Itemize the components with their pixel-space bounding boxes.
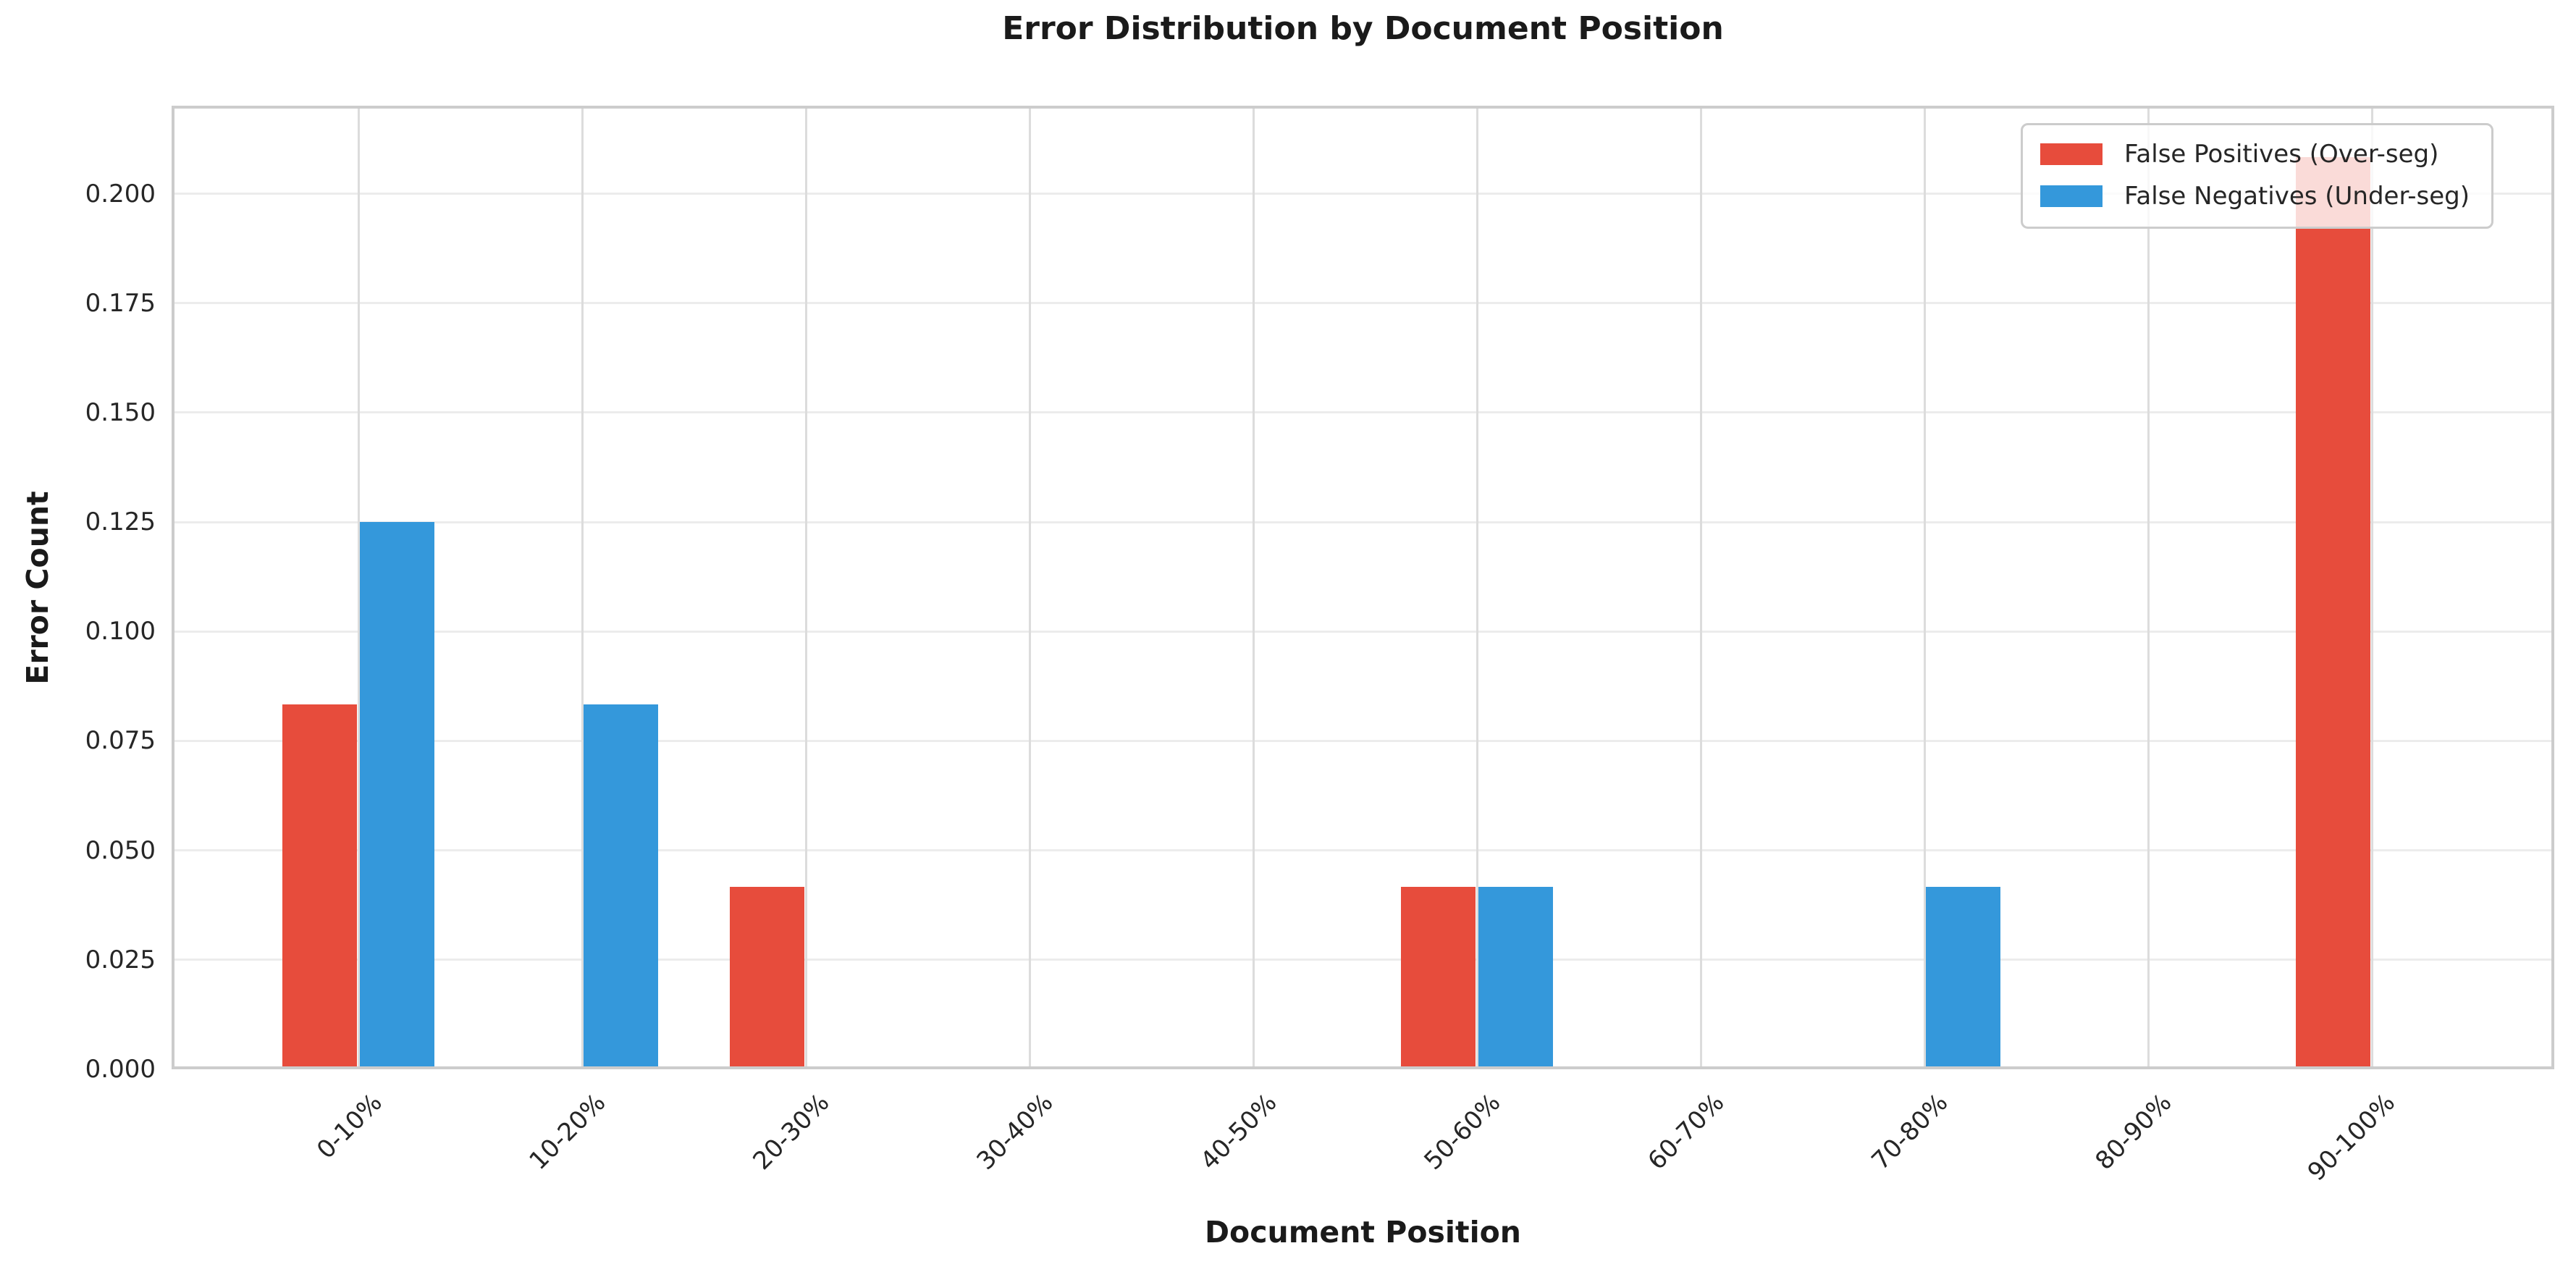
bar-false-positives-50-60 — [1401, 886, 1476, 1069]
y-tick-label: 0.000 — [85, 1055, 156, 1084]
legend-row: False Positives (Over-seg) — [2040, 140, 2470, 169]
y-tick-label: 0.100 — [85, 617, 156, 646]
v-gridline — [2147, 106, 2150, 1069]
h-gridline — [172, 193, 2554, 195]
x-tick-label: 80-90% — [2089, 1088, 2178, 1176]
x-tick-label: 40-50% — [1195, 1088, 1283, 1176]
x-tick-label: 90-100% — [2302, 1088, 2402, 1187]
v-gridline — [581, 106, 584, 1069]
h-gridline — [172, 630, 2554, 633]
v-gridline — [1699, 106, 1702, 1069]
chart-title: Error Distribution by Document Position — [1002, 10, 1724, 47]
legend-row: False Negatives (Under-seg) — [2040, 182, 2470, 211]
v-gridline — [2370, 106, 2373, 1069]
v-gridline — [804, 106, 807, 1069]
y-tick-label: 0.050 — [85, 835, 156, 865]
bar-false-negatives-70-80 — [1926, 886, 2001, 1069]
bar-false-negatives-50-60 — [1478, 886, 1554, 1069]
x-axis-label: Document Position — [1205, 1215, 1521, 1250]
x-tick-label: 70-80% — [1866, 1088, 1954, 1176]
v-gridline — [357, 106, 360, 1069]
bar-false-positives-90-100 — [2296, 157, 2371, 1069]
h-gridline — [172, 849, 2554, 852]
h-gridline — [172, 521, 2554, 523]
h-gridline — [172, 411, 2554, 414]
h-gridline — [172, 302, 2554, 305]
legend-label-false-negatives: False Negatives (Under-seg) — [2124, 182, 2470, 211]
y-tick-label: 0.200 — [85, 179, 156, 209]
legend: False Positives (Over-seg) False Negativ… — [2021, 123, 2494, 229]
h-gridline — [172, 959, 2554, 961]
v-gridline — [1028, 106, 1031, 1069]
y-tick-label: 0.175 — [85, 288, 156, 318]
v-gridline — [1476, 106, 1478, 1069]
bar-false-positives-20-30 — [730, 886, 805, 1069]
y-axis-label: Error Count — [20, 491, 55, 685]
v-gridline — [1923, 106, 1926, 1069]
legend-swatch-false-positives — [2040, 143, 2103, 165]
bar-false-negatives-0-10 — [360, 522, 435, 1069]
x-tick-label: 0-10% — [311, 1088, 388, 1165]
y-tick-label: 0.025 — [85, 945, 156, 974]
plot-area — [172, 106, 2554, 1069]
x-tick-label: 50-60% — [1418, 1088, 1507, 1176]
v-gridline — [1252, 106, 1255, 1069]
x-tick-label: 10-20% — [523, 1088, 612, 1176]
bar-false-positives-0-10 — [282, 704, 358, 1069]
y-tick-label: 0.075 — [85, 726, 156, 756]
legend-swatch-false-negatives — [2040, 185, 2103, 207]
x-tick-label: 60-70% — [1642, 1088, 1730, 1176]
y-tick-label: 0.125 — [85, 507, 156, 537]
bar-false-negatives-10-20 — [584, 704, 659, 1069]
x-tick-label: 30-40% — [971, 1088, 1059, 1176]
legend-label-false-positives: False Positives (Over-seg) — [2124, 140, 2439, 169]
y-tick-label: 0.150 — [85, 397, 156, 427]
x-tick-label: 20-30% — [747, 1088, 835, 1176]
h-gridline — [172, 739, 2554, 742]
